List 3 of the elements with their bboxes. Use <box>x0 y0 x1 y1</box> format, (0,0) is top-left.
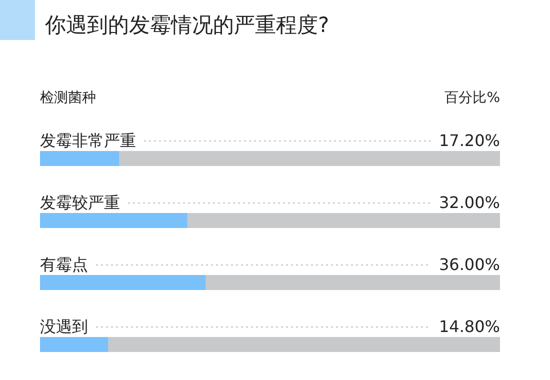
xlabel: 百分比% <box>444 90 500 106</box>
ylabel: 检测菌种 <box>40 90 96 106</box>
title: 你遇到的发霉情况的严重程度? <box>45 13 330 37</box>
